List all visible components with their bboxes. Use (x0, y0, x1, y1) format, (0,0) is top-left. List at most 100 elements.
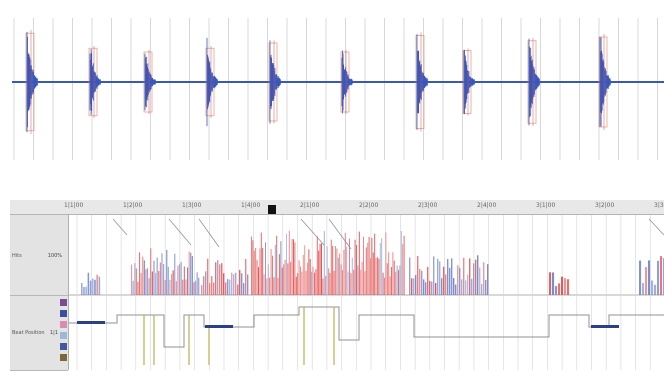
velocity-bar (645, 267, 648, 295)
velocity-bar (145, 269, 147, 295)
velocity-bar (449, 267, 451, 295)
tracks-area[interactable] (69, 215, 664, 370)
velocity-bar (175, 281, 177, 295)
velocity-bar (215, 262, 217, 295)
velocity-bar (231, 272, 233, 295)
velocity-bar (307, 262, 308, 295)
velocity-bar (213, 282, 215, 295)
ruler-tick-label: 2|1|00 (300, 202, 320, 209)
velocity-bar (437, 258, 439, 295)
velocity-bar (273, 277, 275, 295)
velocity-bar (207, 258, 209, 295)
velocity-bar (98, 276, 101, 295)
velocity-bar (425, 282, 427, 295)
velocity-bar (372, 252, 374, 295)
playhead-icon[interactable] (268, 205, 276, 214)
velocity-bar (561, 276, 564, 295)
velocity-bar (316, 236, 318, 295)
velocity-bar (403, 235, 405, 295)
velocity-bar (651, 280, 654, 295)
velocity-bar (384, 277, 385, 295)
ruler-tick-label: 1|3|00 (182, 202, 202, 209)
velocity-bar (137, 281, 139, 295)
velocity-bar (284, 259, 286, 295)
velocity-bar (272, 255, 273, 295)
solo-icon[interactable] (60, 321, 67, 328)
automation-icon[interactable] (60, 343, 67, 350)
lane-icon[interactable] (60, 332, 67, 339)
expand-icon[interactable] (60, 354, 67, 361)
velocity-bar (217, 260, 219, 295)
velocity-bar (385, 232, 387, 295)
ruler-tick-label: 1|2|00 (123, 202, 143, 209)
velocity-bar (329, 272, 331, 295)
velocity-bar (297, 273, 299, 295)
velocity-bar (245, 258, 247, 295)
velocity-bar (87, 272, 90, 295)
velocity-bar (455, 284, 457, 295)
ruler-tick-label: 3|3|00 (654, 202, 664, 209)
velocity-bar (415, 275, 417, 295)
annotation-line (300, 218, 325, 246)
velocity-bar (357, 265, 359, 295)
velocity-bar (322, 278, 324, 295)
velocity-bar (477, 255, 479, 295)
velocity-bar (465, 280, 467, 295)
velocity-bar (227, 279, 229, 295)
velocity-bar (171, 274, 173, 295)
velocity-bar (419, 268, 421, 295)
velocity-bar (302, 254, 304, 295)
velocity-bar (164, 279, 166, 295)
velocity-bar (342, 270, 343, 295)
velocity-bar (85, 286, 87, 295)
waveform-overview[interactable] (0, 0, 664, 170)
velocity-bar (654, 284, 657, 295)
velocity-bar (260, 232, 262, 295)
velocity-bar (314, 272, 315, 295)
velocity-bar (255, 248, 257, 295)
track-volume[interactable]: 100% (47, 253, 62, 259)
automation-point (205, 325, 233, 328)
velocity-bar (142, 256, 144, 295)
velocity-bar (347, 271, 349, 295)
velocity-bar (266, 278, 268, 295)
velocity-bar (648, 260, 651, 295)
velocity-bar (321, 243, 322, 295)
velocity-bar (431, 281, 433, 295)
velocity-bar (441, 278, 443, 295)
track-header-hits[interactable]: Hits 100% (10, 215, 68, 296)
velocity-bar (365, 247, 367, 295)
velocity-bar (177, 265, 179, 295)
track-header-beat-position[interactable]: Beat Position 1|1 (10, 296, 68, 371)
record-icon[interactable] (60, 299, 67, 306)
velocity-bar (447, 259, 449, 295)
velocity-bar (140, 272, 142, 295)
velocity-bar (481, 284, 483, 295)
velocity-bar (280, 241, 282, 295)
velocity-bar (336, 248, 338, 295)
timeline-ruler[interactable]: 1|1|00 1|2|00 1|3|00 1|4|00 2|1|00 2|2|00 2|3|… (10, 200, 664, 215)
waveform-canvas (12, 18, 664, 160)
velocity-bar (328, 268, 329, 295)
velocity-bar (263, 274, 265, 295)
velocity-bar (411, 278, 413, 295)
velocity-bar (463, 257, 465, 295)
velocity-bar (375, 258, 377, 295)
velocity-bar (399, 265, 401, 295)
velocity-bar (270, 248, 272, 295)
velocity-bar (233, 274, 235, 295)
velocity-bar (92, 278, 94, 295)
velocity-bar (382, 272, 384, 295)
velocity-bar (552, 272, 555, 295)
velocity-bar (290, 261, 292, 295)
ruler-tick-label: 1|4|00 (241, 202, 261, 209)
velocity-bar (475, 259, 477, 295)
velocity-bar (89, 280, 92, 295)
velocity-bar (459, 267, 461, 295)
velocity-bar (191, 255, 193, 295)
velocity-bar (153, 260, 155, 295)
velocity-bar (183, 266, 185, 295)
mute-icon[interactable] (60, 310, 67, 317)
velocity-bar (356, 244, 357, 295)
velocity-bar (281, 267, 283, 295)
